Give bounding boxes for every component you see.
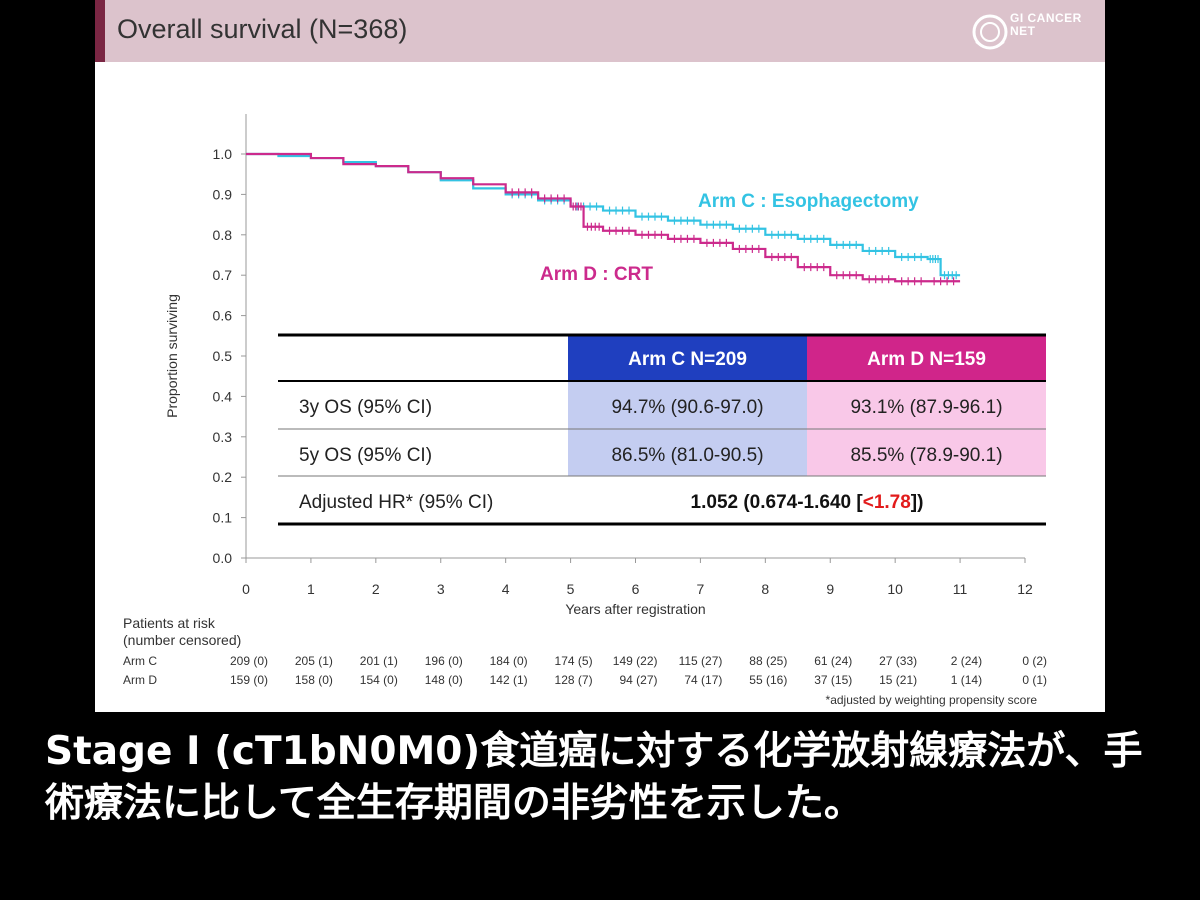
x-tick-label: 6 xyxy=(632,581,640,597)
at-risk-value: 159 (0) xyxy=(230,673,268,687)
at-risk-value: 1 (14) xyxy=(951,673,982,687)
patients-at-risk-table: Patients at risk(number censored) Arm C 20… xyxy=(123,615,1047,707)
header-cell-arm-d xyxy=(807,335,1046,381)
slide-title: Overall survival (N=368) xyxy=(117,14,408,44)
y-tick-label: 0.9 xyxy=(213,186,233,202)
at-risk-row-label: Arm C xyxy=(123,654,157,668)
at-risk-value: 94 (27) xyxy=(619,673,657,687)
at-risk-value: 74 (17) xyxy=(684,673,722,687)
y-tick-label: 0.5 xyxy=(213,348,233,364)
y-tick-label: 0.1 xyxy=(213,510,233,526)
at-risk-value: 148 (0) xyxy=(425,673,463,687)
x-tick-label: 11 xyxy=(953,581,968,597)
y-tick-label: 0.2 xyxy=(213,469,233,485)
at-risk-value: 201 (1) xyxy=(360,654,398,668)
os-summary-table: Arm C N=209 Arm D N=159 3y OS (95% CI) 94.7… xyxy=(278,333,1046,526)
y-tick-label: 0.6 xyxy=(213,308,233,324)
header-arm-d: Arm D N=159 xyxy=(867,349,986,370)
header-accent-bar xyxy=(95,0,105,62)
at-risk-value: 88 (25) xyxy=(749,654,787,668)
hr-value-suffix: ]) xyxy=(911,492,924,513)
survival-curve-arm-d xyxy=(246,152,961,283)
y-tick-label: 0.3 xyxy=(213,429,233,445)
slide-header: Overall survival (N=368) GI CANCER NET xyxy=(95,0,1105,62)
x-tick-label: 3 xyxy=(437,581,445,597)
at-risk-value: 174 (5) xyxy=(555,654,593,668)
x-tick-label: 4 xyxy=(502,581,510,597)
at-risk-value: 0 (2) xyxy=(1022,654,1047,668)
at-risk-value: 2 (24) xyxy=(951,654,982,668)
hr-value-margin: <1.78 xyxy=(863,492,911,513)
row-label: 3y OS (95% CI) xyxy=(299,397,432,418)
x-tick-label: 12 xyxy=(1017,581,1033,597)
y-tick-label: 0.0 xyxy=(213,550,233,566)
at-risk-title: Patients at risk xyxy=(123,615,216,631)
at-risk-value: 205 (1) xyxy=(295,654,333,668)
cell-arm-c: 86.5% (81.0-90.5) xyxy=(611,445,763,466)
chart-axes: 0.00.10.20.30.40.50.60.70.80.91.00 1 2 3 4 5 6… xyxy=(164,114,1033,617)
y-tick-label: 0.4 xyxy=(213,388,233,404)
x-tick-label: 8 xyxy=(761,581,769,597)
at-risk-value: 184 (0) xyxy=(490,654,528,668)
cell-arm-d: 93.1% (87.9-96.1) xyxy=(850,397,1002,418)
at-risk-value: 27 (33) xyxy=(879,654,917,668)
series-label-arm-c: Arm C : Esophagectomy xyxy=(698,191,919,212)
x-tick-label: 2 xyxy=(372,581,380,597)
footnote: *adjusted by weighting propensity score xyxy=(826,693,1038,707)
logo-emblem-icon xyxy=(972,14,1008,50)
at-risk-value: 55 (16) xyxy=(749,673,787,687)
survival-chart: 0.00.10.20.30.40.50.60.70.80.91.00 1 2 3 4 5 6… xyxy=(123,114,1047,707)
header-arm-c: Arm C N=209 xyxy=(628,349,747,370)
survival-curve-arm-c xyxy=(246,152,961,277)
slide: Overall survival (N=368) GI CANCER NET 0… xyxy=(95,0,1105,712)
hr-value: 1.052 (0.674-1.640 [<1.78]) xyxy=(691,492,924,513)
x-tick-label: 7 xyxy=(697,581,705,597)
at-risk-row-label: Arm D xyxy=(123,673,157,687)
gi-cancer-net-logo: GI CANCER NET xyxy=(970,8,1090,56)
x-tick-label: 5 xyxy=(567,581,575,597)
y-tick-label: 1.0 xyxy=(213,146,233,162)
row-label: 5y OS (95% CI) xyxy=(299,445,432,466)
cell-arm-d: 85.5% (78.9-90.1) xyxy=(850,445,1002,466)
at-risk-subtitle: (number censored) xyxy=(123,632,241,648)
hr-label: Adjusted HR* (95% CI) xyxy=(299,492,493,513)
at-risk-value: 209 (0) xyxy=(230,654,268,668)
at-risk-value: 142 (1) xyxy=(490,673,528,687)
y-tick-label: 0.7 xyxy=(213,267,233,283)
y-tick-label: 0.8 xyxy=(213,227,233,243)
at-risk-value: 154 (0) xyxy=(360,673,398,687)
x-axis-label: Years after registration xyxy=(565,601,705,617)
y-axis-label: Proportion surviving xyxy=(164,294,180,418)
at-risk-value: 128 (7) xyxy=(555,673,593,687)
at-risk-value: 61 (24) xyxy=(814,654,852,668)
x-tick-label: 1 xyxy=(307,581,315,597)
slide-caption: Stage Ⅰ (cT1bN0M0)食道癌に対する化学放射線療法が、手術療法に比… xyxy=(45,729,1143,826)
at-risk-value: 196 (0) xyxy=(425,654,463,668)
survival-curves xyxy=(246,152,961,286)
x-tick-label: 9 xyxy=(826,581,834,597)
at-risk-value: 15 (21) xyxy=(879,673,917,687)
at-risk-value: 158 (0) xyxy=(295,673,333,687)
at-risk-value: 0 (1) xyxy=(1022,673,1047,687)
cell-arm-c: 94.7% (90.6-97.0) xyxy=(611,397,763,418)
series-label-arm-d: Arm D : CRT xyxy=(540,264,653,285)
at-risk-value: 115 (27) xyxy=(679,654,723,668)
at-risk-value: 37 (15) xyxy=(814,673,852,687)
hr-value-prefix: 1.052 (0.674-1.640 [ xyxy=(691,492,864,513)
at-risk-value: 149 (22) xyxy=(613,654,658,668)
x-tick-label: 0 xyxy=(242,581,250,597)
series-labels: Arm C : Esophagectomy Arm D : CRT xyxy=(540,191,919,285)
logo-text: GI CANCER NET xyxy=(1010,11,1082,38)
header-cell-arm-c xyxy=(568,335,807,381)
x-tick-label: 10 xyxy=(887,581,903,597)
